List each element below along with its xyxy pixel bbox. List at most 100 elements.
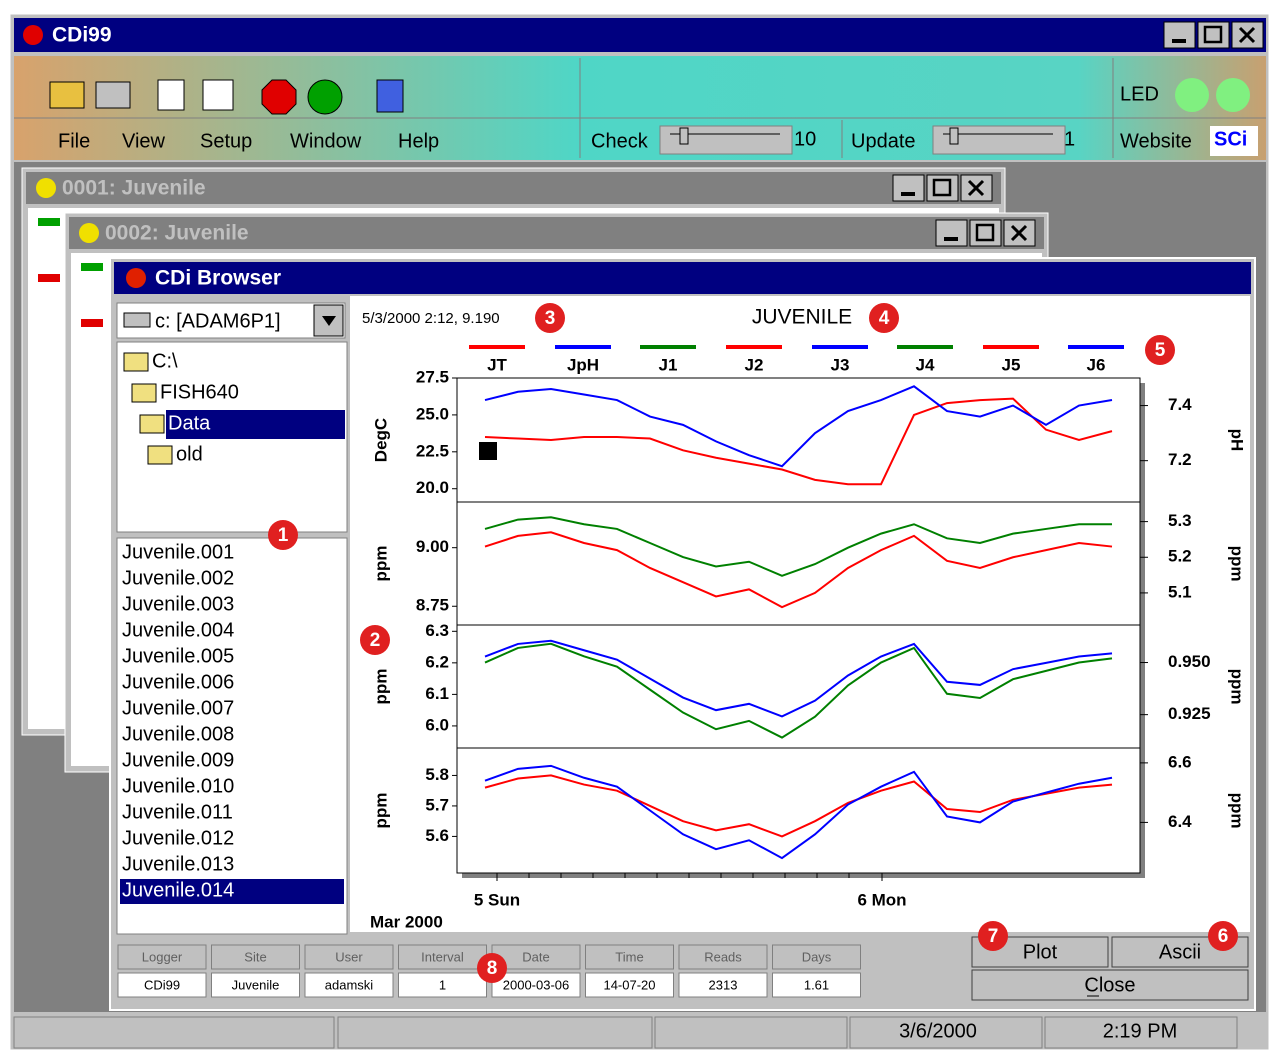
y2-axis-label: pH — [1228, 429, 1247, 452]
file-item[interactable]: Juvenile.012 — [122, 827, 234, 849]
properties-icon[interactable] — [202, 79, 234, 111]
table-value: adamski — [325, 977, 374, 992]
file-item[interactable]: Juvenile.004 — [122, 619, 234, 641]
website-logo[interactable]: SCi — [1214, 128, 1247, 150]
file-item[interactable]: Juvenile.001 — [122, 541, 234, 563]
combo-arrow — [322, 316, 336, 326]
led-label: LED — [1120, 83, 1159, 105]
file-item[interactable]: Juvenile.011 — [122, 801, 233, 823]
table-value-cell — [585, 972, 674, 998]
tree-item[interactable]: C:\ — [152, 350, 178, 372]
file-item[interactable]: Juvenile.005 — [122, 645, 234, 667]
legend-label: J1 — [659, 355, 678, 374]
folder-icon — [147, 445, 173, 465]
file-item[interactable]: Juvenile.006 — [122, 671, 234, 693]
data-line — [484, 639, 1113, 718]
file-item[interactable]: Juvenile.008 — [122, 723, 234, 745]
table-value: Juvenile — [232, 977, 280, 992]
stop-icon[interactable] — [261, 79, 297, 115]
slider-thumb[interactable] — [949, 127, 959, 145]
status-panel — [1044, 1016, 1238, 1049]
child-title: 0002: Juvenile — [105, 222, 249, 245]
preview-icon[interactable] — [157, 79, 185, 111]
button-label[interactable]: Plot — [1023, 941, 1058, 963]
legend-swatch — [555, 345, 611, 349]
app-icon — [23, 25, 43, 45]
drive-combo[interactable] — [116, 302, 346, 339]
file-item[interactable]: Juvenile.010 — [122, 775, 234, 797]
table-header-cell — [304, 944, 394, 970]
legend-swatch — [469, 345, 525, 349]
title-button[interactable] — [1163, 21, 1196, 49]
data-line — [484, 774, 1113, 838]
status-date: 3/6/2000 — [899, 1020, 977, 1042]
tree-item[interactable]: FISH640 — [160, 381, 239, 403]
table-header: Interval — [421, 949, 464, 964]
close-glyph — [967, 179, 985, 197]
print-icon[interactable] — [95, 81, 131, 109]
y2-tick-label: 0.950 — [1168, 652, 1211, 671]
callout-number: 7 — [988, 926, 999, 947]
tree-item[interactable]: Data — [168, 412, 211, 434]
table-value-cell — [211, 972, 300, 998]
child-title-bar — [69, 217, 1044, 249]
y-tick-label: 9.00 — [416, 537, 449, 556]
maximize-glyph — [975, 223, 995, 242]
go-icon[interactable] — [307, 79, 343, 115]
callout-number: 1 — [278, 525, 289, 546]
led — [1175, 78, 1209, 112]
table-header: Time — [615, 949, 643, 964]
y-axis-label: DegC — [371, 418, 390, 462]
callout-badge — [268, 520, 298, 550]
button-label[interactable]: Ascii — [1159, 941, 1201, 963]
legend-swatch — [897, 345, 953, 349]
button[interactable] — [971, 969, 1249, 1001]
table-value-cell — [772, 972, 861, 998]
slider-thumb[interactable] — [679, 127, 689, 145]
status-panel — [849, 1016, 1043, 1049]
menu-item[interactable]: Window — [290, 130, 362, 152]
file-item[interactable]: Juvenile.002 — [122, 567, 234, 589]
child-legend — [81, 263, 103, 271]
legend-label: J6 — [1087, 355, 1106, 374]
legend-swatch — [812, 345, 868, 349]
open-icon[interactable] — [49, 81, 85, 109]
file-item[interactable]: Juvenile.009 — [122, 749, 234, 771]
file-item[interactable]: Juvenile.013 — [122, 853, 234, 875]
data-line — [484, 764, 1113, 860]
file-item[interactable]: Juvenile.003 — [122, 593, 234, 615]
callout-number: 3 — [545, 308, 556, 329]
callout-badge — [360, 625, 390, 655]
callout-badge — [535, 303, 565, 333]
cursor-marker[interactable] — [479, 442, 497, 460]
x-sublabel: Mar 2000 — [370, 912, 443, 931]
y-tick-label: 22.5 — [416, 441, 449, 460]
file-item[interactable]: Juvenile.007 — [122, 697, 234, 719]
button-label[interactable]: Close — [1084, 974, 1135, 996]
menu-item[interactable]: Setup — [200, 130, 252, 152]
menu-item[interactable]: View — [122, 130, 166, 152]
title-button[interactable] — [892, 174, 925, 202]
callout-number: 2 — [370, 630, 381, 651]
menu-item[interactable]: File — [58, 130, 90, 152]
title-button[interactable] — [935, 219, 968, 247]
file-item[interactable]: Juvenile.014 — [122, 879, 234, 901]
y-tick-label: 6.1 — [425, 684, 449, 703]
y2-tick-label: 6.6 — [1168, 752, 1192, 771]
chart-title: JUVENILE — [752, 306, 852, 329]
y-tick-label: 27.5 — [416, 367, 449, 386]
led — [1216, 78, 1250, 112]
legend-swatch — [640, 345, 696, 349]
title-button[interactable] — [1231, 21, 1264, 49]
table-value: 14-07-20 — [603, 977, 655, 992]
window-icon[interactable] — [376, 79, 404, 113]
y2-tick-label: 5.2 — [1168, 547, 1192, 566]
button[interactable] — [971, 936, 1109, 968]
y2-tick-label: 7.2 — [1168, 450, 1192, 469]
menu-item[interactable]: Help — [398, 130, 439, 152]
legend-swatch — [1068, 345, 1124, 349]
website-logo-box[interactable] — [1210, 126, 1258, 156]
combo-button[interactable] — [313, 304, 344, 337]
callout-badge — [1208, 921, 1238, 951]
tree-item[interactable]: old — [176, 443, 203, 465]
